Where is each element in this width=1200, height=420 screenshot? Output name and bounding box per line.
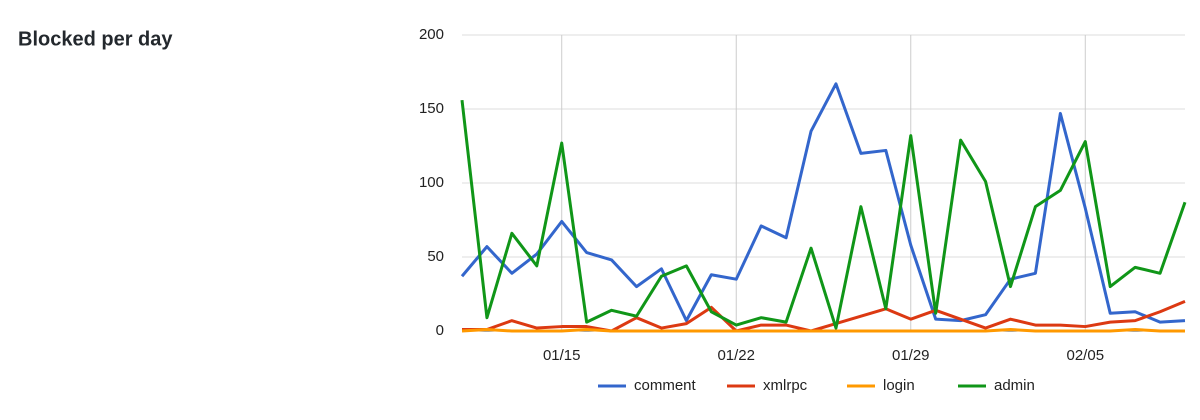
y-tick-label: 50 [427,248,444,265]
y-tick-label: 200 [419,26,444,43]
x-tick-label: 02/05 [1067,347,1105,364]
legend-label: admin [994,377,1035,394]
x-tick-label: 01/15 [543,347,581,364]
y-tick-label: 100 [419,174,444,191]
legend-label: comment [634,377,697,394]
legend-label: login [883,377,915,394]
legend-label: xmlrpc [763,377,808,394]
series-line [462,300,1186,333]
series-line [460,82,1186,324]
series-line [461,328,1185,333]
y-tick-label: 150 [419,100,444,117]
y-tick-label: 0 [436,322,444,339]
x-tick-label: 01/29 [892,347,930,364]
chart-title: Blocked per day [18,28,173,50]
x-tick-label: 01/22 [717,347,755,364]
series-line [460,99,1187,330]
